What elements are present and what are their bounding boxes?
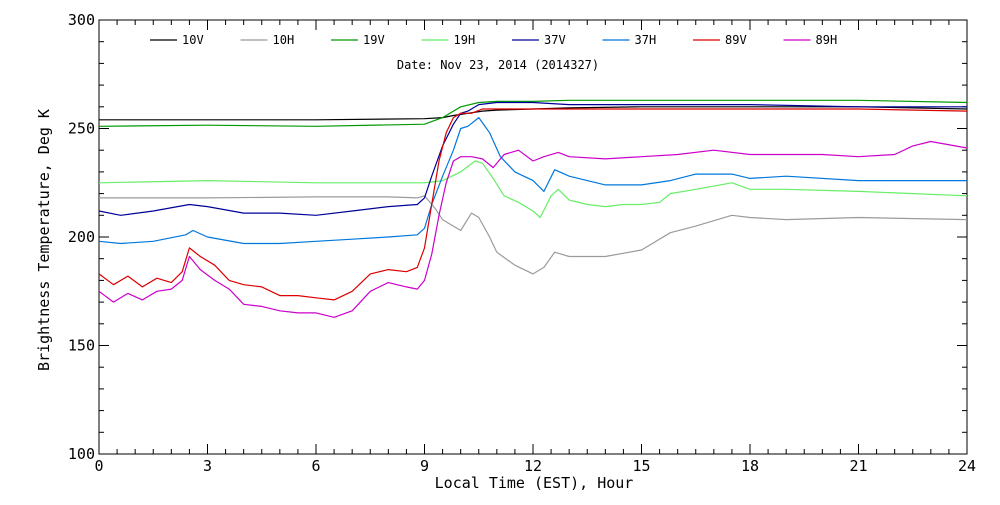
x-tick-label: 21 xyxy=(849,457,867,475)
series-line-10v xyxy=(99,106,968,121)
y-tick-label: 100 xyxy=(68,445,95,463)
series-line-19h xyxy=(98,160,968,219)
series-line-10h xyxy=(99,195,968,275)
y-tick-label: 250 xyxy=(68,120,95,138)
x-tick-label: 9 xyxy=(420,457,429,475)
y-axis-title: Brightness Temperature, Deg K xyxy=(35,109,53,371)
series-line-37v xyxy=(98,101,967,216)
x-tick-label: 3 xyxy=(203,457,212,475)
x-tick-label: 15 xyxy=(632,457,650,475)
legend-label-10h: 10H xyxy=(273,33,295,47)
x-axis-title: Local Time (EST), Hour xyxy=(435,474,634,492)
x-tick-label: 6 xyxy=(311,457,320,475)
x-tick-label: 24 xyxy=(958,457,976,475)
legend-label-10v: 10V xyxy=(182,33,204,47)
plot-frame xyxy=(98,19,968,455)
legend-label-89h: 89H xyxy=(816,33,838,47)
x-tick-label: 18 xyxy=(741,457,759,475)
series-line-89v xyxy=(98,108,968,301)
legend-label-19h: 19H xyxy=(454,33,476,47)
legend-label-89v: 89V xyxy=(725,33,747,47)
x-tick-label: 12 xyxy=(524,457,542,475)
series-line-89h xyxy=(98,140,968,318)
y-tick-label: 300 xyxy=(68,11,95,29)
x-tick-label: 0 xyxy=(94,457,103,475)
series-line-37h xyxy=(98,116,967,245)
legend-label-37v: 37V xyxy=(544,33,566,47)
y-tick-label: 150 xyxy=(68,337,95,355)
legend: 10V 10H 19V 19H 37V 37H 89V 89H xyxy=(150,33,837,47)
series-line-19v xyxy=(98,99,968,127)
legend-label-19v: 19V xyxy=(363,33,385,47)
series-layer xyxy=(98,99,968,318)
ticks-layer: 0 3 6 9 12 15 18 21 24 100 150 200 250 300 xyxy=(68,11,976,475)
chart-subtitle: Date: Nov 23, 2014 (2014327) xyxy=(397,58,599,72)
y-tick-label: 200 xyxy=(68,228,95,246)
legend-label-37h: 37H xyxy=(635,33,657,47)
